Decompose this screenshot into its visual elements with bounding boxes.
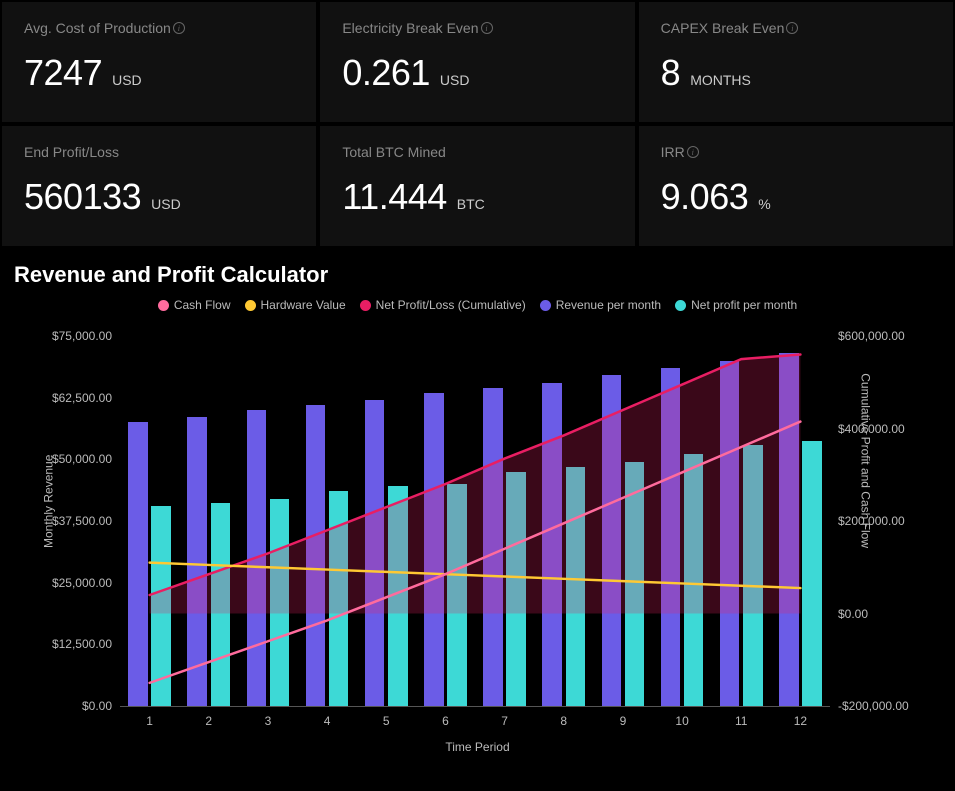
metric-value-row: 11.444 BTC <box>342 176 612 218</box>
metric-card: CAPEX Break Eveni 8 MONTHS <box>639 2 953 122</box>
metric-value-row: 8 MONTHS <box>661 52 931 94</box>
metric-value: 11.444 <box>342 176 446 218</box>
metric-label: CAPEX Break Eveni <box>661 20 931 36</box>
metric-card: IRRi 9.063% <box>639 126 953 246</box>
metric-value: 0.261 <box>342 52 430 94</box>
x-tick: 3 <box>265 706 272 728</box>
x-tick: 6 <box>442 706 449 728</box>
metric-value-row: 0.261 USD <box>342 52 612 94</box>
metric-value: 8 <box>661 52 681 94</box>
metric-card: Avg. Cost of Productioni 7247 USD <box>2 2 316 122</box>
x-tick: 1 <box>146 706 153 728</box>
info-icon[interactable]: i <box>786 22 798 34</box>
y-tick-right: $400,000.00 <box>830 422 905 436</box>
legend-item[interactable]: Cash Flow <box>158 298 231 312</box>
y-tick-right: $200,000.00 <box>830 514 905 528</box>
legend-swatch <box>675 300 686 311</box>
x-tick: 2 <box>205 706 212 728</box>
metrics-grid: Avg. Cost of Productioni7247USDElectrici… <box>0 0 955 248</box>
metric-label: Avg. Cost of Productioni <box>24 20 294 36</box>
chart-section: Revenue and Profit Calculator Cash Flow H… <box>0 248 955 766</box>
metric-label: End Profit/Loss <box>24 144 294 160</box>
metric-card: Electricity Break Eveni 0.261 USD <box>320 2 634 122</box>
info-icon[interactable]: i <box>687 146 699 158</box>
metric-card: End Profit/Loss 560133 USD <box>2 126 316 246</box>
y-tick-left: $50,000.00 <box>52 452 120 466</box>
metric-value-row: 9.063% <box>661 176 931 218</box>
metric-label: Total BTC Mined <box>342 144 612 160</box>
info-icon[interactable]: i <box>173 22 185 34</box>
y-axis-label-left: Monthly Revenue <box>42 455 56 548</box>
y-tick-right: $0.00 <box>830 607 868 621</box>
metric-unit: USD <box>440 72 470 88</box>
metric-label-text: IRR <box>661 144 685 160</box>
legend-label: Net profit per month <box>691 298 797 312</box>
legend-label: Net Profit/Loss (Cumulative) <box>376 298 526 312</box>
y-tick-left: $0.00 <box>82 699 120 713</box>
chart-title: Revenue and Profit Calculator <box>14 262 945 288</box>
x-axis-label: Time Period <box>445 740 509 754</box>
legend-swatch <box>540 300 551 311</box>
metric-unit: MONTHS <box>690 72 751 88</box>
x-tick: 9 <box>620 706 627 728</box>
metric-value: 7247 <box>24 52 102 94</box>
metric-value-row: 7247 USD <box>24 52 294 94</box>
chart-legend: Cash Flow Hardware Value Net Profit/Loss (… <box>10 298 945 312</box>
legend-item[interactable]: Hardware Value <box>245 298 346 312</box>
metric-card: Total BTC Mined 11.444 BTC <box>320 126 634 246</box>
legend-item[interactable]: Net profit per month <box>675 298 797 312</box>
legend-swatch <box>245 300 256 311</box>
metric-unit: % <box>758 196 770 212</box>
legend-label: Revenue per month <box>556 298 661 312</box>
y-tick-right: $600,000.00 <box>830 329 905 343</box>
metric-value: 560133 <box>24 176 141 218</box>
y-tick-left: $62,500.00 <box>52 391 120 405</box>
metric-label: Electricity Break Eveni <box>342 20 612 36</box>
metric-unit: BTC <box>457 196 485 212</box>
x-tick: 4 <box>324 706 331 728</box>
x-tick: 12 <box>794 706 807 728</box>
y-tick-left: $25,000.00 <box>52 576 120 590</box>
metric-label: IRRi <box>661 144 931 160</box>
info-icon[interactable]: i <box>481 22 493 34</box>
metric-label-text: Avg. Cost of Production <box>24 20 171 36</box>
y-tick-right: -$200,000.00 <box>830 699 909 713</box>
x-tick: 11 <box>735 706 747 728</box>
metric-unit: USD <box>151 196 181 212</box>
legend-item[interactable]: Net Profit/Loss (Cumulative) <box>360 298 526 312</box>
plot-region: $0.00$12,500.00$25,000.00$37,500.00$50,0… <box>120 336 830 706</box>
x-tick: 10 <box>675 706 688 728</box>
legend-label: Hardware Value <box>261 298 346 312</box>
legend-item[interactable]: Revenue per month <box>540 298 661 312</box>
y-tick-left: $37,500.00 <box>52 514 120 528</box>
legend-label: Cash Flow <box>174 298 231 312</box>
x-tick: 5 <box>383 706 390 728</box>
metric-value-row: 560133 USD <box>24 176 294 218</box>
metric-label-text: End Profit/Loss <box>24 144 119 160</box>
legend-swatch <box>360 300 371 311</box>
legend-swatch <box>158 300 169 311</box>
metric-value: 9.063 <box>661 176 749 218</box>
chart-area: Monthly Revenue Cumulative Profit and Ca… <box>10 326 945 756</box>
x-tick: 8 <box>560 706 567 728</box>
metric-label-text: Electricity Break Even <box>342 20 478 36</box>
metric-unit: USD <box>112 72 142 88</box>
y-tick-left: $75,000.00 <box>52 329 120 343</box>
x-tick: 7 <box>501 706 508 728</box>
left-axis-baseline <box>120 706 830 707</box>
y-tick-left: $12,500.00 <box>52 637 120 651</box>
metric-label-text: CAPEX Break Even <box>661 20 785 36</box>
metric-label-text: Total BTC Mined <box>342 144 445 160</box>
